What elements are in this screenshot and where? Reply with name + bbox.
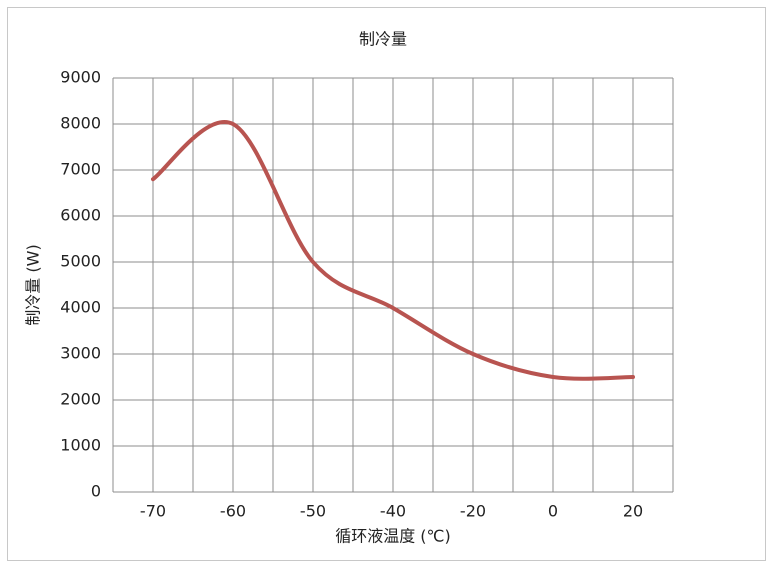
y-tick-label: 2000 [60,390,101,409]
y-tick-label: 3000 [60,344,101,363]
y-tick-label: 6000 [60,206,101,225]
x-tick-label: -60 [220,502,246,521]
y-tick-label: 7000 [60,160,101,179]
plot [151,119,635,381]
grid [112,77,674,493]
y-tick-label: 4000 [60,298,101,317]
x-tick-label: -20 [460,502,486,521]
chart-title: 制冷量 [359,30,407,49]
x-axis-label: 循环液温度 (℃) [335,527,451,546]
chart-frame [7,7,766,561]
x-tick-label: -40 [380,502,406,521]
y-tick-label: 8000 [60,114,101,133]
y-axis-label: 制冷量 (W) [24,244,43,325]
y-tick-label: 0 [91,482,101,501]
y-tick-label: 9000 [60,68,101,87]
y-tick-label: 5000 [60,252,101,271]
x-tick-label: -50 [300,502,326,521]
x-tick-label: 0 [548,502,558,521]
x-tick-label: 20 [623,502,643,521]
y-tick-label: 1000 [60,436,101,455]
x-tick-label: -70 [140,502,166,521]
line-series [151,119,635,381]
